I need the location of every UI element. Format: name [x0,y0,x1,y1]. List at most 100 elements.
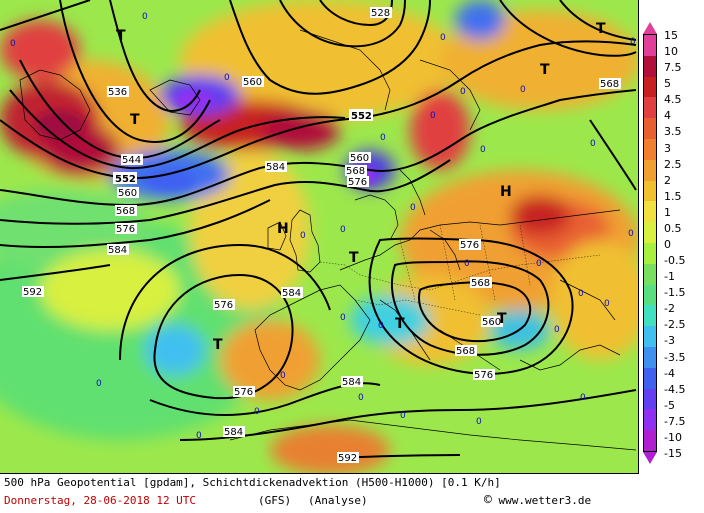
legend-label: 15 [664,29,678,42]
zero-label: 0 [460,87,466,97]
legend-swatch [644,55,656,77]
legend-swatch [644,305,656,327]
map-footer: 500 hPa Geopotential [gpdam], Schichtdic… [0,474,704,513]
legend-label: 0.5 [664,221,682,235]
contour-label: 584 [224,427,243,438]
zero-label: 0 [604,299,610,309]
legend-swatch [644,263,656,285]
zero-label: 0 [378,321,384,331]
zero-label: 0 [400,411,406,421]
contour-label: 552 [351,111,372,122]
legend-swatch [644,159,656,181]
high-pressure-marker: H [277,221,289,237]
legend-swatch [644,409,656,431]
color-legend: 15 10 7.5 5 4.5 4 3.5 3 2.5 2 1.5 1 0.5 0 -0.5 -1 -1.5 -2… [640,22,704,464]
legend-swatch [644,367,656,389]
legend-label: -4 [664,366,675,380]
low-pressure-marker: T [116,28,126,44]
legend-label: -15 [664,447,682,460]
zero-label: 0 [410,203,416,213]
legend-swatch [644,284,656,306]
low-pressure-marker: T [349,250,359,266]
zero-label: 0 [224,73,230,83]
contour-label: 560 [243,77,262,88]
legend-swatch [644,222,656,243]
contour-label: 592 [23,287,42,298]
zero-label: 0 [340,313,346,323]
low-pressure-marker: T [497,311,507,327]
legend-swatch [644,118,656,139]
contour-label: 584 [342,377,361,388]
geopotential-contours [0,0,637,459]
zero-label: 0 [358,393,364,403]
contour-label: 568 [471,278,490,289]
low-pressure-marker: T [130,112,140,128]
legend-swatch [644,97,656,119]
low-pressure-marker: T [540,62,550,78]
legend-label: 3 [664,141,671,155]
contour-label: 544 [122,155,141,166]
legend-label: 10 [664,45,678,59]
zero-label: 0 [300,231,306,241]
contour-label: 560 [482,317,501,328]
contour-label: 552 [115,174,136,185]
weather-map: 552 544 560 568 576 584 536 528 552 560 … [0,0,639,474]
contour-label: 584 [108,245,127,256]
legend-label: 2 [664,173,671,187]
legend-label: -10 [664,430,682,444]
low-pressure-marker: T [395,316,405,332]
map-description: 500 hPa Geopotential [gpdam], Schichtdic… [4,476,501,489]
zero-label: 0 [280,371,286,381]
legend-swatch [644,180,656,202]
zero-label: 0 [628,229,634,239]
legend-label: -7.5 [664,414,686,428]
legend-label: -1 [664,270,675,284]
contour-label: 576 [460,240,479,251]
zero-label: 0 [340,225,346,235]
legend-label: 0 [664,238,671,251]
legend-swatch [644,242,656,264]
contour-label: 584 [282,288,301,299]
zero-label: 0 [10,39,16,49]
contour-label: 584 [266,162,285,173]
contour-label: 592 [338,453,357,464]
zero-label: 0 [464,259,470,269]
zero-label: 0 [578,289,584,299]
contour-label: 568 [116,206,135,217]
contour-label: 576 [234,387,253,398]
legend-label: -1.5 [664,286,686,300]
zero-label: 0 [142,12,148,22]
model-name: (GFS) [258,494,292,507]
legend-label: 4 [664,109,671,123]
advection-field [0,0,638,473]
legend-top-arrow [643,22,657,34]
zero-label: 0 [554,325,560,335]
map-canvas: 552 544 560 568 576 584 536 528 552 560 … [0,0,638,473]
run-mode: (Analyse) [308,494,368,507]
legend-label: -3.5 [664,350,686,364]
legend-label: -4.5 [664,382,686,396]
legend-label: -3 [664,334,675,348]
contour-label: 560 [350,153,369,164]
legend-label: 4.5 [664,93,682,107]
contour-label: 576 [348,177,367,188]
zero-label: 0 [96,379,102,389]
contour-label: 568 [456,346,475,357]
contour-label: 568 [346,166,365,177]
copyright-icon: © [484,493,492,508]
legend-label: -5 [664,398,675,412]
legend-label: 3.5 [664,125,682,139]
legend-label: -2 [664,302,675,316]
contour-label: 576 [214,300,233,311]
legend-swatch [644,388,656,410]
contour-label: 528 [371,8,390,19]
legend-label: 7.5 [664,61,682,75]
zero-label: 0 [476,417,482,427]
legend-swatch [644,326,656,347]
legend-swatch [644,138,656,160]
legend-swatch [644,201,656,223]
zero-label: 0 [480,145,486,155]
high-pressure-marker: H [500,184,512,200]
copyright-site: www.wetter3.de [498,494,592,507]
legend-label: -2.5 [664,318,686,332]
